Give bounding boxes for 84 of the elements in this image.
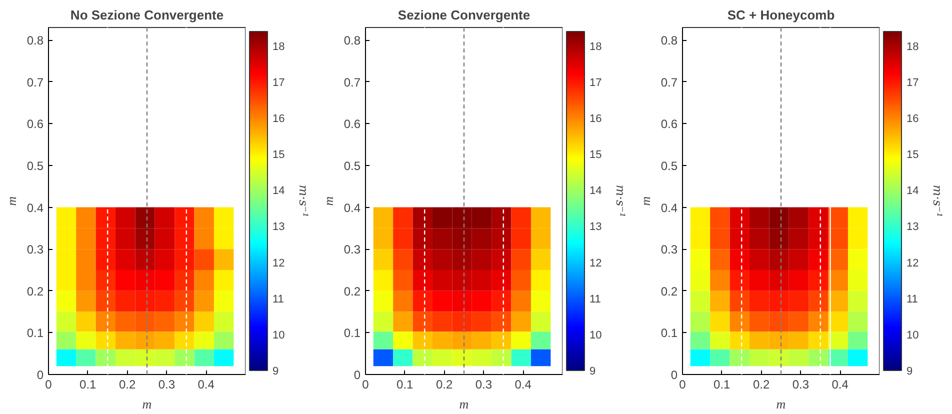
y-tick-label: 0.4: [660, 200, 678, 215]
x-tick-label: 0.2: [118, 378, 136, 392]
x-tick-label: 0: [679, 378, 686, 392]
x-tick-label: 0.1: [396, 378, 414, 392]
y-tick-label: 0.1: [26, 326, 44, 340]
y-tick-label: 0.6: [26, 117, 44, 132]
color-bar-label: 9: [590, 366, 596, 378]
x-tick-label: 0.4: [514, 378, 532, 392]
x-tick-label: 0.3: [475, 378, 492, 392]
y-tick-label: 0: [670, 368, 678, 382]
x-tick-label: 0.4: [832, 378, 849, 392]
color-bar-label: 10: [906, 329, 919, 342]
color-bar-label: 15: [590, 149, 602, 162]
y-tick-label: 0.8: [660, 34, 678, 48]
y-tick-label: 0.3: [26, 242, 44, 257]
color-bar-label: 9: [906, 366, 913, 378]
color-bar-label: 16: [906, 113, 919, 126]
y-tick-label: 0.7: [344, 75, 361, 90]
x-axis-title: m: [776, 396, 786, 412]
y-tick-label: 0.5: [344, 158, 361, 173]
color-bar-label: 18: [906, 40, 919, 53]
color-bar-label: 11: [590, 293, 601, 306]
x-tick-label: 0.3: [158, 378, 176, 392]
color-bar-label: 10: [590, 329, 602, 342]
chart-title: No Sezione Convergente: [70, 8, 224, 22]
color-bar-label: 17: [906, 76, 919, 89]
x-tick-label: 0.2: [752, 378, 770, 392]
y-tick-label: 0.1: [344, 326, 361, 340]
x-tick-label: 0.3: [792, 378, 810, 392]
y-tick-label: 0.3: [344, 242, 361, 257]
y-tick-label: 0: [36, 368, 44, 382]
y-tick-label: 0.7: [660, 75, 678, 90]
color-bar-label: 13: [590, 221, 602, 234]
y-tick-label: 0.5: [26, 158, 44, 173]
x-tick-label: 0.2: [436, 378, 453, 392]
y-tick-label: 0.4: [344, 200, 361, 215]
color-bar-label: 9: [272, 366, 279, 378]
y-tick-label: 0.8: [344, 34, 361, 48]
y-tick-label: 0.2: [26, 284, 44, 298]
y-axis-title: m: [638, 196, 653, 206]
y-axis-title: m: [4, 196, 19, 206]
color-bar-label: 16: [272, 113, 285, 126]
color-bar-label: 18: [590, 40, 602, 53]
y-axis-title: m: [320, 196, 336, 206]
x-tick-label: 0.4: [198, 378, 215, 392]
y-tick-label: 0.1: [660, 326, 678, 340]
color-bar-label: 13: [906, 221, 919, 234]
color-bar-label: 12: [272, 257, 285, 270]
x-tick-label: 0: [362, 378, 370, 392]
y-tick-label: 0.2: [660, 284, 678, 298]
color-bar-label: 11: [906, 293, 918, 306]
color-bar-label: 12: [906, 257, 919, 270]
y-tick-label: 0.8: [26, 34, 44, 48]
color-bar-label: 13: [272, 221, 285, 234]
y-tick-label: 0.2: [344, 284, 361, 298]
y-tick-label: 0.7: [26, 75, 44, 90]
y-tick-label: 0.6: [660, 117, 678, 132]
x-tick-label: 0.1: [80, 378, 97, 392]
x-tick-label: 0.1: [714, 378, 731, 392]
color-bar-label: 17: [590, 76, 602, 89]
color-bar-label: 18: [272, 40, 285, 53]
color-bar-title: m·s⁻¹: [614, 184, 628, 218]
color-bar-title: m·s⁻¹: [296, 184, 310, 218]
color-bar-label: 15: [272, 149, 285, 162]
y-tick-label: 0: [354, 368, 361, 382]
color-bar-label: 10: [272, 329, 285, 342]
color-bar-label: 17: [272, 76, 285, 89]
y-tick-label: 0.6: [344, 117, 361, 132]
chart-title: SC + Honeycomb: [727, 8, 835, 22]
x-axis-title: m: [142, 396, 152, 412]
y-tick-label: 0.3: [660, 242, 678, 257]
color-bar-label: 12: [590, 257, 602, 270]
y-tick-label: 0.4: [26, 200, 44, 215]
color-bar-label: 16: [590, 113, 602, 126]
color-bar-title: m·s⁻¹: [930, 184, 944, 218]
color-bar-label: 14: [590, 185, 602, 198]
chart-title: Sezione Convergente: [398, 8, 530, 22]
color-bar-label: 15: [906, 149, 919, 162]
color-bar-label: 14: [906, 185, 919, 198]
x-tick-label: 0: [45, 378, 52, 392]
color-bar-label: 14: [272, 185, 285, 198]
y-tick-label: 0.5: [660, 158, 678, 173]
color-bar-label: 11: [272, 293, 284, 306]
x-axis-title: m: [459, 396, 469, 412]
